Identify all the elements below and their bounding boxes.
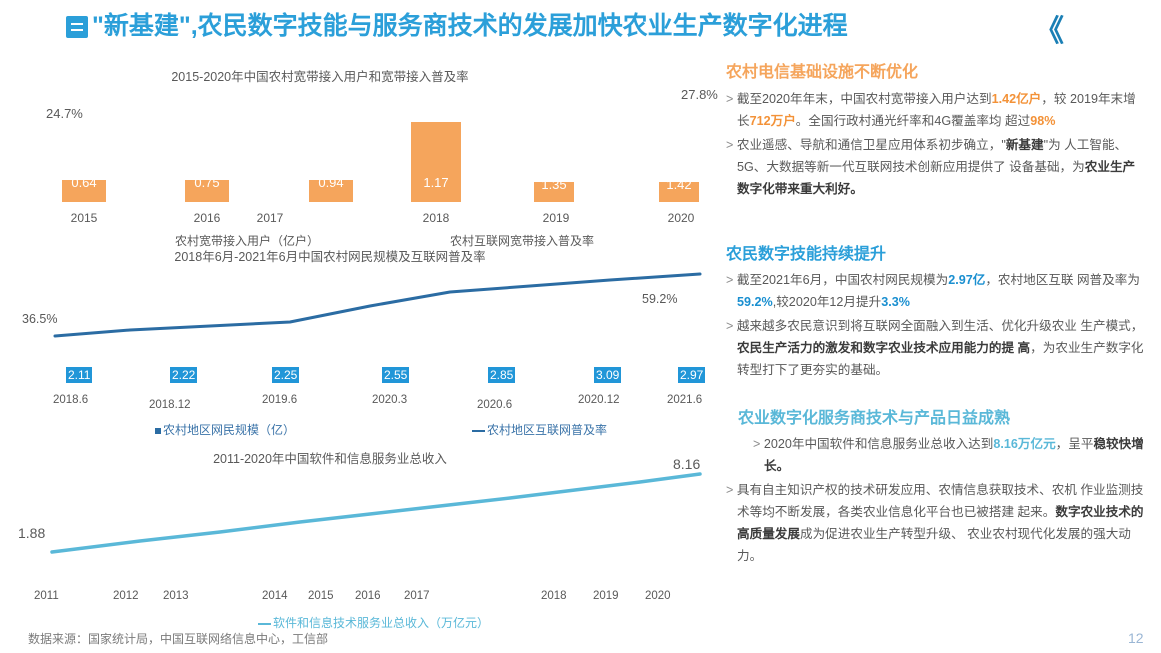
chart2-xlabel-2021-6: 2021.6 xyxy=(667,394,703,406)
bullet-3-1: > 2020年中国软件和信息服务业总收入达到8.16万亿元，呈平稳较快增长。 xyxy=(753,437,1144,474)
chart1-bar-2018: 1.17 xyxy=(411,122,461,202)
chart2-xlabel-2018-12: 2018.12 xyxy=(149,399,191,411)
chart3-xlabel-2019: 2019 xyxy=(593,590,619,602)
chart3-xlabel-2013: 2013 xyxy=(163,590,189,602)
chart2-value-2021-6: 2.97 xyxy=(678,367,706,383)
line-marker-icon xyxy=(258,622,271,625)
section-service-providers: 农业数字化服务商技术与产品日益成熟 > 2020年中国软件和信息服务业总收入达到… xyxy=(726,408,1146,568)
chart-software-revenue: 2011-2020年中国软件和信息服务业总收入 1.88 8.16 2011 2… xyxy=(0,448,720,630)
chart2-value-2020-12: 3.09 xyxy=(594,367,622,383)
chart3-xlabel-2016: 2016 xyxy=(355,590,381,602)
chart2-xlabel-2020-3: 2020.3 xyxy=(372,394,408,406)
bullet-2-2: > 越来越多农民意识到将互联网全面融入到生活、优化升级农业 生产模式，农民生产活… xyxy=(726,319,1144,378)
section-telecom-infrastructure: 农村电信基础设施不断优化 > 截至2020年年末，中国农村宽带接入用户达到1.4… xyxy=(726,62,1146,200)
side-text-column: 农村电信基础设施不断优化 > 截至2020年年末，中国农村宽带接入用户达到1.4… xyxy=(726,62,1146,573)
page-title: "新基建",农民数字技能与服务商技术的发展加快农业生产数字化进程 xyxy=(92,12,848,40)
bullet-1-2: > 农业遥感、导航和通信卫星应用体系初步确立，"新基建"为 人工智能、5G、大数… xyxy=(726,137,1136,196)
line-marker-icon xyxy=(472,429,485,432)
square-marker-icon xyxy=(155,427,161,434)
chart1-legend-users: 农村宽带接入用户（亿户） xyxy=(175,234,320,248)
chart1-bar-value-2019: 1.35 xyxy=(541,177,567,192)
chart2-legend-rate-label: 农村地区互联网普及率 xyxy=(487,423,608,437)
chart3-line-svg xyxy=(50,472,702,554)
chart2-pct-label-start: 36.5% xyxy=(22,312,58,326)
chart1-plot: 24.7% 27.8% 0.64 0.75 0.94 1.17 1.35 1.4… xyxy=(0,87,720,202)
chart1-bar-value-2018: 1.17 xyxy=(423,175,449,190)
section-heading-1: 农村电信基础设施不断优化 xyxy=(726,64,919,81)
chart2-legend-scale-label: 农村地区网民规模（亿） xyxy=(163,423,296,437)
section-heading-2: 农民数字技能持续提升 xyxy=(726,245,887,263)
bullet-1-1: > 截至2020年年末，中国农村宽带接入用户达到1.42亿户，较 2019年末增… xyxy=(726,91,1136,128)
chart1-bar-2017: 0.94 xyxy=(309,176,353,202)
chart3-xlabel-2015: 2015 xyxy=(308,590,334,602)
chart2-value-2018-6: 2.11 xyxy=(66,367,93,383)
chart-broadband-users: 2015-2020年中国农村宽带接入用户和宽带接入普及率 24.7% 27.8%… xyxy=(0,66,720,248)
page-number: 12 xyxy=(1128,630,1144,646)
chart2-plot: 36.5% 59.2% xyxy=(0,264,720,359)
chart3-legend-label: 软件和信息技术服务业总收入（万亿元） xyxy=(273,616,490,630)
chart2-value-2020-3: 2.55 xyxy=(382,367,410,383)
chart2-value-2018-12: 2.22 xyxy=(170,367,198,383)
chart1-bar-value-2017: 0.94 xyxy=(318,175,344,190)
chart3-xlabel-2012: 2012 xyxy=(113,590,139,602)
chart2-title: 2018年6月-2021年6月中国农村网民规模及互联网普及率 xyxy=(174,250,486,264)
chart3-value-start: 1.88 xyxy=(18,525,46,541)
chart1-bar-2016: 0.75 xyxy=(185,176,229,202)
chart3-value-end: 8.16 xyxy=(673,456,701,472)
bullet-3-2: > 具有自主知识产权的技术研发应用、农情信息获取技术、农机 作业监测技术等均不断… xyxy=(726,483,1144,564)
chart1-title: 2015-2020年中国农村宽带接入用户和宽带接入普及率 xyxy=(171,70,469,84)
chart1-bar-value-2020: 1.42 xyxy=(666,177,692,192)
chart3-plot: 1.88 8.16 xyxy=(0,456,720,574)
chart1-bar-2015: 0.64 xyxy=(62,176,106,202)
chart2-legend-scale: 农村地区网民规模（亿） xyxy=(155,421,295,438)
chart1-pct-label-end: 27.8% xyxy=(681,87,718,102)
chart2-pct-label-end: 59.2% xyxy=(642,292,678,306)
chart2-xlabel-2019-6: 2019.6 xyxy=(262,394,298,406)
chart2-value-2019-6: 2.25 xyxy=(272,367,300,383)
chart1-pct-label-start: 24.7% xyxy=(46,106,83,121)
chart2-line-svg xyxy=(53,272,702,338)
chart1-xlabel-2016: 2016 xyxy=(193,211,221,225)
chart1-xlabel-2018: 2018 xyxy=(422,211,450,225)
bracket-decoration: 《 xyxy=(1034,15,1064,48)
chart3-xlabel-2011: 2011 xyxy=(34,590,59,602)
chart1-bar-value-2015: 0.64 xyxy=(71,175,97,190)
slide-header: "新基建",农民数字技能与服务商技术的发展加快农业生产数字化进程 《 xyxy=(0,0,1161,56)
chart3-title: 2011-2020年中国软件和信息服务业总收入 xyxy=(213,452,447,466)
chart1-bar-2020: 1.42 xyxy=(659,178,699,202)
chart1-bar-value-2016: 0.75 xyxy=(194,175,220,190)
chart1-bar-2019: 1.35 xyxy=(534,178,574,202)
chart3-xlabel-2014: 2014 xyxy=(262,590,288,602)
chart2-xlabel-2020-6: 2020.6 xyxy=(477,399,513,411)
section-heading-3: 农业数字化服务商技术与产品日益成熟 xyxy=(738,409,1011,427)
chart2-legend-rate: 农村地区互联网普及率 xyxy=(472,421,607,438)
chart-rural-netizens: 2018年6月-2021年6月中国农村网民规模及互联网普及率 36.5% 59.… xyxy=(0,246,720,438)
section-digital-skills: 农民数字技能持续提升 > 截至2021年6月，中国农村网民规模为2.97亿，农村… xyxy=(726,244,1146,382)
chart2-value-2020-6: 2.85 xyxy=(488,367,516,383)
chart3-xlabel-2018: 2018 xyxy=(541,590,567,602)
chart1-xlabel-2015: 2015 xyxy=(70,211,98,225)
chart2-xlabel-2020-12: 2020.12 xyxy=(578,394,620,406)
chart1-xlabel-2020: 2020 xyxy=(667,211,695,225)
chart3-xlabel-2020: 2020 xyxy=(645,590,671,602)
chart3-legend: 软件和信息技术服务业总收入（万亿元） xyxy=(258,614,489,631)
chart3-xlabel-2017: 2017 xyxy=(404,590,430,602)
bullet-2-1: > 截至2021年6月，中国农村网民规模为2.97亿，农村地区互联 网普及率为5… xyxy=(726,273,1140,310)
chart1-xlabel-2017: 2017 xyxy=(256,211,284,225)
chart1-xlabel-2019: 2019 xyxy=(542,211,570,225)
charts-column: 2015-2020年中国农村宽带接入用户和宽带接入普及率 24.7% 27.8%… xyxy=(0,56,720,630)
data-source-note: 数据来源：国家统计局，中国互联网络信息中心，工信部 xyxy=(28,632,329,646)
chart2-xlabel-2018-6: 2018.6 xyxy=(53,394,89,406)
blue-square-lines-icon xyxy=(66,16,88,38)
chart1-legend-rate: 农村互联网宽带接入普及率 xyxy=(450,234,595,248)
